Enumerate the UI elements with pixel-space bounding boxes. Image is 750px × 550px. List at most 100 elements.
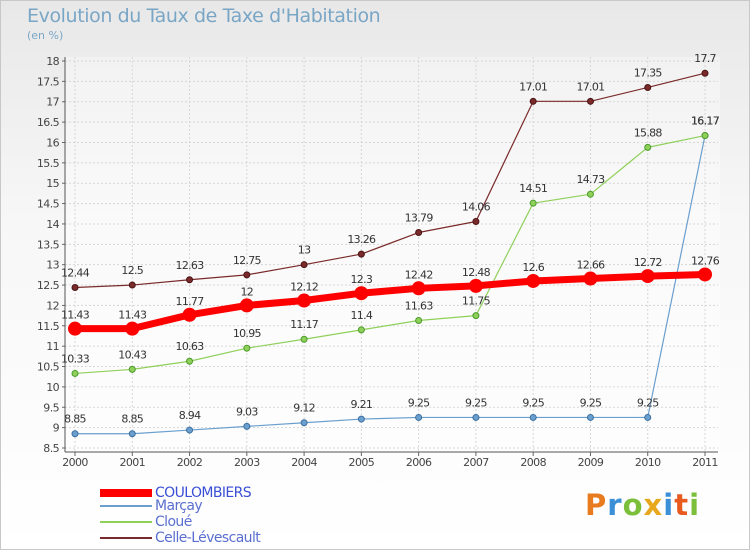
- y-tick-label: 17.5: [37, 75, 60, 88]
- y-tick-label: 15.5: [37, 157, 60, 170]
- data-label: 16.17: [691, 115, 720, 128]
- y-tick-label: 16: [46, 136, 59, 149]
- data-point: [415, 316, 423, 324]
- data-point: [583, 271, 598, 286]
- data-label: 12.5: [121, 264, 143, 277]
- data-label: 11.63: [405, 299, 434, 312]
- data-label: 9.12: [293, 402, 315, 415]
- data-point: [644, 413, 652, 421]
- data-point: [415, 413, 423, 421]
- series-line-1: [75, 135, 706, 435]
- plot-area: [65, 57, 720, 452]
- y-tick-label: 16.5: [37, 116, 60, 129]
- x-tick-label: 2008: [520, 456, 546, 469]
- data-point: [239, 298, 254, 313]
- data-point: [529, 199, 537, 207]
- legend-swatch: [100, 537, 152, 539]
- data-point: [243, 422, 251, 430]
- data-label: 9.25: [580, 396, 602, 409]
- data-point: [357, 326, 365, 334]
- data-label: 17.35: [634, 66, 663, 79]
- data-point: [300, 335, 308, 343]
- data-point: [128, 365, 136, 373]
- series-line-3: [74, 72, 706, 289]
- data-point: [640, 269, 655, 284]
- logo-letter: P: [585, 488, 608, 522]
- legend-item: Celle-Lévescault: [100, 530, 261, 546]
- y-tick-label: 8.5: [43, 442, 59, 455]
- legend-swatch: [100, 521, 152, 523]
- data-label: 9.25: [637, 396, 659, 409]
- chart-title: Evolution du Taux de Taxe d'Habitation: [27, 5, 381, 27]
- data-point: [357, 415, 365, 423]
- data-point: [186, 276, 194, 284]
- data-label: 13.26: [347, 233, 376, 246]
- chart-subtitle: (en %): [27, 29, 64, 42]
- data-point: [701, 69, 709, 77]
- series-line-0: [75, 270, 706, 333]
- data-point: [698, 267, 712, 282]
- data-label: 9.25: [465, 396, 487, 409]
- data-point: [300, 261, 308, 269]
- data-point: [68, 321, 82, 336]
- x-tick-label: 2006: [406, 456, 432, 469]
- data-point: [243, 271, 251, 279]
- data-label: 15.88: [634, 126, 663, 139]
- data-point: [354, 286, 369, 301]
- data-point: [128, 281, 136, 289]
- series-line-2: [74, 134, 706, 375]
- data-point: [297, 293, 312, 308]
- logo-letter: o: [622, 488, 644, 522]
- data-label: 9.25: [408, 396, 430, 409]
- data-label: 12.3: [351, 273, 373, 286]
- logo-letter: x: [643, 488, 664, 522]
- data-point: [186, 357, 194, 365]
- data-label: 11.43: [61, 309, 90, 322]
- y-tick-label: 13: [46, 259, 59, 272]
- y-tick-label: 9.5: [43, 401, 59, 414]
- legend-label: Marçay: [155, 498, 203, 514]
- data-label: 12.63: [176, 259, 205, 272]
- data-label: 9.03: [236, 405, 258, 418]
- legend-label: Celle-Lévescault: [155, 530, 261, 546]
- x-tick-label: 2004: [291, 456, 317, 469]
- y-tick-label: 13.5: [37, 238, 60, 251]
- data-label: 12.42: [405, 268, 433, 281]
- data-label: 13.79: [405, 212, 434, 225]
- legend-item: Marçay: [100, 498, 203, 514]
- data-label: 8.85: [121, 413, 143, 426]
- x-tick-label: 2001: [119, 456, 145, 469]
- data-label: 8.85: [64, 413, 86, 426]
- data-label: 10.63: [176, 340, 205, 353]
- data-label: 12.75: [233, 254, 262, 267]
- y-tick-label: 14.5: [37, 198, 60, 211]
- data-point: [472, 218, 480, 226]
- data-label: 12: [241, 285, 254, 298]
- data-label: 14.51: [519, 182, 547, 195]
- data-point: [186, 426, 194, 434]
- y-tick-label: 15: [46, 177, 59, 190]
- data-label: 16.17: [691, 115, 720, 128]
- x-tick-label: 2003: [234, 456, 260, 469]
- data-label: 11.75: [462, 295, 491, 308]
- data-label: 17.7: [694, 52, 716, 65]
- data-point: [472, 413, 480, 421]
- x-tick-label: 2011: [692, 456, 718, 469]
- data-point: [71, 283, 79, 291]
- data-point: [586, 413, 594, 421]
- data-label: 12.44: [61, 266, 90, 279]
- data-label: 12.76: [691, 254, 720, 267]
- data-label: 12.6: [522, 261, 544, 274]
- y-tick-label: 18: [46, 55, 59, 68]
- data-label: 12.12: [290, 281, 318, 294]
- x-tick-label: 2000: [62, 456, 88, 469]
- data-point: [644, 143, 652, 151]
- logo-letter: t: [674, 488, 690, 522]
- logo-letter: r: [607, 488, 623, 522]
- y-tick-label: 11: [46, 340, 59, 353]
- data-point: [526, 273, 541, 288]
- data-label: 9.25: [522, 396, 544, 409]
- y-tick-label: 14: [46, 218, 59, 231]
- data-point: [128, 430, 136, 438]
- x-tick-label: 2007: [463, 456, 489, 469]
